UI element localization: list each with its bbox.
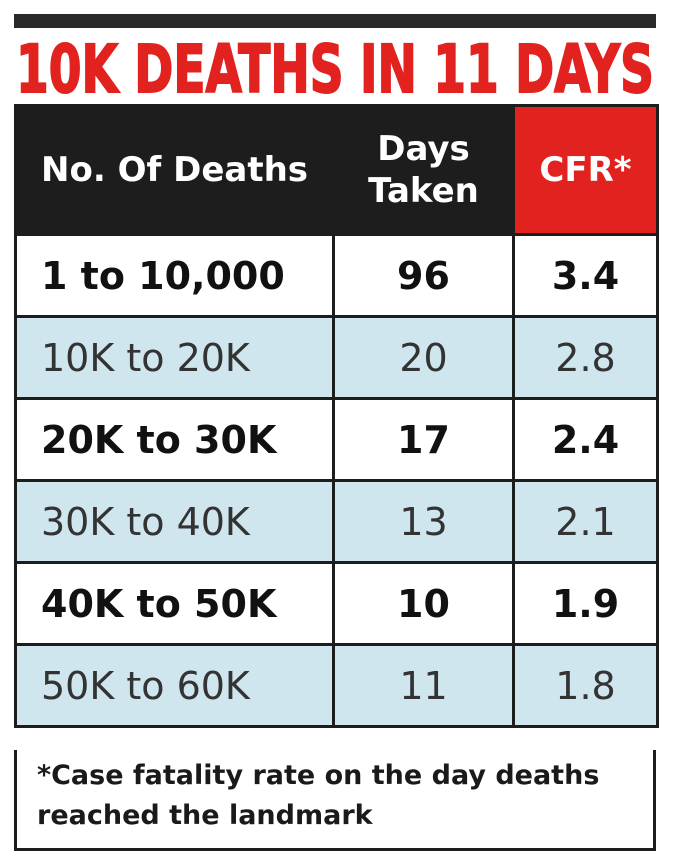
table-cell: 96: [332, 233, 515, 318]
title-box: 10K DEATHS IN 11 DAYS: [15, 30, 655, 102]
table-cell: 11: [332, 643, 515, 728]
table-row: 50K to 60K 11 1.8: [14, 643, 659, 728]
table-cell: 30K to 40K: [14, 479, 335, 564]
table-cell: 17: [332, 397, 515, 482]
table-row: 10K to 20K 20 2.8: [14, 315, 659, 400]
column-header: No. Of Deaths: [14, 104, 335, 236]
table-cell: 10K to 20K: [14, 315, 335, 400]
table-row: 1 to 10,000 96 3.4: [14, 233, 659, 318]
title: 10K DEATHS IN 11 DAYS: [16, 31, 654, 102]
footnote: *Case fatality rate on the day deaths re…: [14, 750, 656, 851]
table-cell: 13: [332, 479, 515, 564]
table-cell: 20K to 30K: [14, 397, 335, 482]
table-cell: 1.9: [512, 561, 659, 646]
table-cell: 1 to 10,000: [14, 233, 335, 318]
data-table: No. Of Deaths Days Taken CFR* 1 to 10,00…: [14, 104, 659, 728]
table-body: 1 to 10,000 96 3.4 10K to 20K 20 2.8 20K to 30…: [14, 233, 659, 728]
table-cell: 1.8: [512, 643, 659, 728]
table-cell: 10: [332, 561, 515, 646]
column-header: CFR*: [512, 104, 659, 236]
top-bar: [14, 14, 656, 28]
header-row: No. Of Deaths Days Taken CFR*: [14, 104, 659, 236]
table-cell: 2.8: [512, 315, 659, 400]
table-cell: 2.4: [512, 397, 659, 482]
table-row: 30K to 40K 13 2.1: [14, 479, 659, 564]
table-cell: 40K to 50K: [14, 561, 335, 646]
table-row: 20K to 30K 17 2.4: [14, 397, 659, 482]
column-header: Days Taken: [332, 104, 515, 236]
table-cell: 50K to 60K: [14, 643, 335, 728]
table-row: 40K to 50K 10 1.9: [14, 561, 659, 646]
table-cell: 3.4: [512, 233, 659, 318]
table-cell: 20: [332, 315, 515, 400]
table-cell: 2.1: [512, 479, 659, 564]
